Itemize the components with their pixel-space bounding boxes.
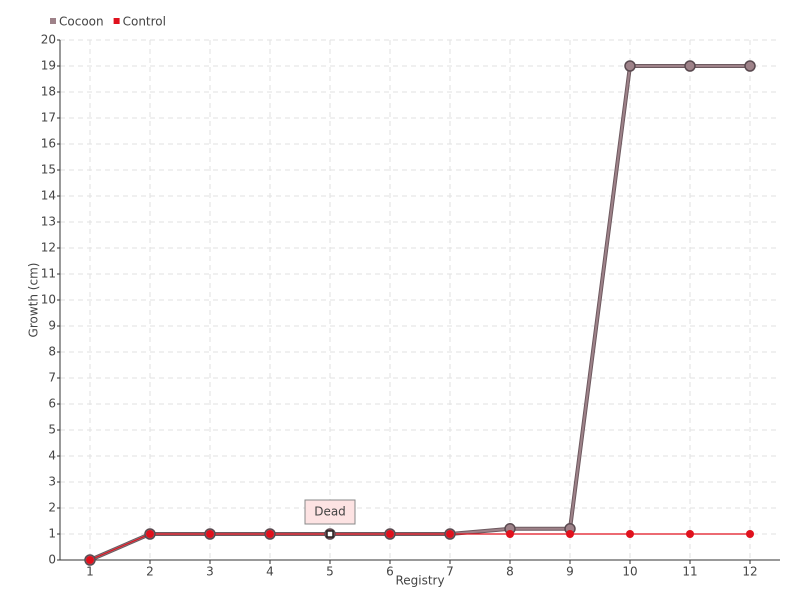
y-tick-label: 14 bbox=[41, 189, 56, 203]
y-tick-label: 11 bbox=[41, 267, 56, 281]
y-tick-label: 19 bbox=[41, 59, 56, 73]
point bbox=[566, 530, 574, 538]
point bbox=[206, 530, 214, 538]
x-tick-label: 1 bbox=[86, 565, 94, 579]
x-tick-label: 2 bbox=[146, 565, 154, 579]
point bbox=[506, 530, 514, 538]
point bbox=[146, 530, 154, 538]
y-tick-label: 1 bbox=[48, 527, 56, 541]
point bbox=[624, 60, 636, 72]
series-line bbox=[89, 65, 750, 561]
x-axis-label: Registry bbox=[395, 574, 444, 588]
y-tick-label: 3 bbox=[48, 475, 56, 489]
y-tick-label: 2 bbox=[48, 501, 56, 515]
y-tick-label: 13 bbox=[41, 215, 56, 229]
y-tick-label: 18 bbox=[41, 85, 56, 99]
point bbox=[746, 530, 754, 538]
legend-swatch bbox=[113, 18, 120, 24]
point bbox=[684, 60, 696, 72]
x-tick-label: 8 bbox=[506, 565, 514, 579]
point bbox=[266, 530, 274, 538]
x-tick-label: 7 bbox=[446, 565, 454, 579]
x-tick-label: 4 bbox=[266, 565, 274, 579]
x-tick-label: 5 bbox=[326, 565, 334, 579]
point bbox=[744, 60, 756, 72]
y-axis-label: Growth (cm) bbox=[27, 263, 41, 338]
y-tick-label: 5 bbox=[48, 423, 56, 437]
y-tick-label: 16 bbox=[41, 137, 56, 151]
x-tick-label: 3 bbox=[206, 565, 214, 579]
y-tick-label: 12 bbox=[41, 241, 56, 255]
y-tick-label: 10 bbox=[41, 293, 56, 307]
y-tick-label: 6 bbox=[48, 397, 56, 411]
point bbox=[446, 530, 454, 538]
line-outline bbox=[89, 64, 750, 562]
y-tick-label: 4 bbox=[48, 449, 56, 463]
x-tick-label: 11 bbox=[682, 565, 697, 579]
legend-swatch bbox=[50, 18, 56, 24]
annotation-text: Dead bbox=[314, 505, 346, 519]
x-tick-label: 12 bbox=[742, 565, 757, 579]
y-tick-label: 17 bbox=[41, 111, 56, 125]
annotation-box bbox=[304, 499, 356, 525]
y-tick-label: 20 bbox=[41, 33, 56, 47]
y-tick-label: 7 bbox=[48, 371, 56, 385]
y-tick-label: 15 bbox=[41, 163, 56, 177]
y-tick-label: 9 bbox=[48, 319, 56, 333]
point bbox=[86, 556, 94, 564]
legend-label: Cocoon bbox=[59, 15, 104, 29]
annotation-pointer bbox=[326, 530, 334, 538]
point bbox=[686, 530, 694, 538]
legend-label: Control bbox=[123, 15, 166, 29]
point bbox=[386, 530, 394, 538]
y-tick-label: 8 bbox=[48, 345, 56, 359]
y-tick-label: 0 bbox=[48, 553, 56, 567]
point bbox=[626, 530, 634, 538]
x-tick-label: 10 bbox=[622, 565, 637, 579]
series-line bbox=[89, 533, 750, 561]
x-tick-label: 6 bbox=[386, 565, 394, 579]
x-tick-label: 9 bbox=[566, 565, 574, 579]
